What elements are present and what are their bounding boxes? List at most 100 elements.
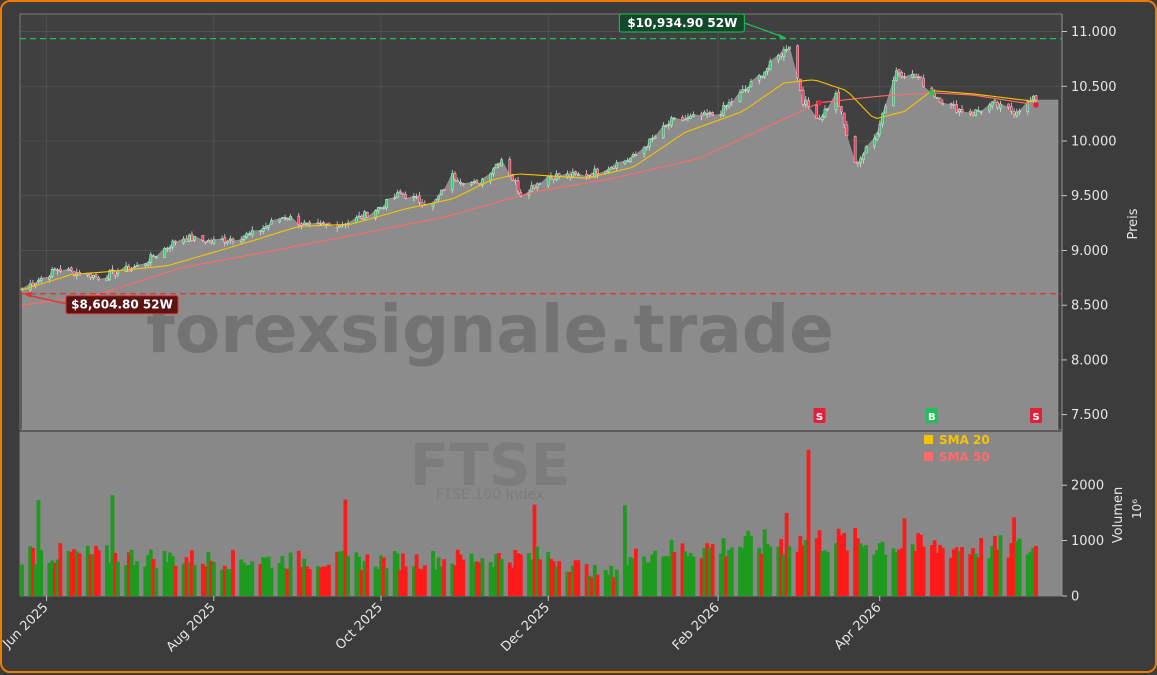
candle-body	[508, 159, 512, 176]
candle-body	[440, 189, 443, 195]
candle-body	[546, 175, 550, 186]
signal-badge	[1030, 408, 1042, 423]
candle-body	[146, 262, 150, 266]
volume-bar	[762, 529, 767, 596]
candle-body	[97, 277, 101, 280]
candle-body	[859, 158, 862, 164]
volume-bar	[776, 546, 781, 596]
candle-body	[703, 111, 706, 116]
candle-body	[881, 113, 884, 125]
legend-swatch	[924, 435, 933, 444]
volume-bar	[1017, 538, 1022, 596]
candle-body	[571, 171, 575, 178]
candle-body	[116, 271, 120, 275]
volume-bar	[606, 574, 611, 596]
candle-body	[135, 265, 139, 267]
candle-body	[461, 183, 465, 185]
volume-bar	[529, 559, 534, 596]
candle-body	[67, 268, 70, 271]
candle-body	[664, 124, 668, 127]
candle-body	[492, 168, 495, 175]
volume-bar	[875, 550, 879, 596]
candle-body	[782, 48, 786, 57]
volume-bar	[154, 567, 159, 596]
volume-bar	[935, 552, 940, 596]
candle-body	[763, 71, 766, 78]
candle-body	[727, 102, 731, 107]
volume-bar	[1012, 517, 1016, 596]
volume-bar	[623, 505, 627, 596]
candle-body	[864, 146, 868, 154]
volume-bar	[883, 554, 888, 596]
volume-bar	[458, 554, 463, 596]
signal-label: S	[816, 412, 823, 423]
volume-bar	[705, 543, 710, 596]
candle-body	[89, 273, 92, 279]
volume-bar	[488, 562, 493, 596]
candle-body	[59, 268, 62, 272]
volume-bar	[557, 561, 562, 596]
volume-bar	[880, 541, 885, 596]
candle-body	[379, 206, 383, 209]
volume-bar	[998, 535, 1003, 596]
volume-bar	[307, 568, 312, 596]
volume-bar	[568, 571, 573, 596]
volume-tick-label: 1000	[1071, 534, 1104, 549]
volume-bar	[584, 564, 589, 596]
volume-bar	[570, 565, 575, 596]
high-52w-label-box	[618, 13, 745, 33]
volume-bar	[795, 551, 800, 596]
candle-body	[297, 215, 301, 226]
candle-body	[936, 97, 939, 99]
candle-body	[207, 239, 210, 243]
volume-bar	[91, 554, 96, 596]
volume-bar	[979, 537, 984, 596]
candle-body	[185, 238, 188, 242]
candle-body	[50, 269, 54, 277]
candle-body	[382, 207, 386, 210]
volume-bar	[143, 566, 148, 596]
candle-body	[653, 136, 657, 139]
signal-marker	[816, 99, 823, 106]
candle-body	[478, 182, 481, 185]
volume-bar	[1028, 551, 1033, 596]
volume-bar	[549, 558, 553, 596]
volume-bar	[231, 550, 235, 596]
volume-bar	[491, 566, 496, 596]
volume-bar	[855, 538, 860, 596]
volume-bar	[365, 554, 370, 596]
volume-bar	[258, 563, 263, 596]
volume-bar	[897, 549, 901, 596]
candle-body	[239, 239, 243, 243]
candle-body	[799, 78, 802, 91]
candle-body	[738, 92, 742, 102]
volume-bar	[507, 562, 512, 596]
candle-body	[609, 166, 613, 170]
candle-body	[56, 269, 59, 272]
volume-bar	[20, 564, 24, 596]
candle-body	[607, 168, 610, 172]
volume-bar	[532, 504, 537, 596]
volume-bar	[381, 557, 386, 596]
candle-body	[363, 211, 366, 220]
volume-bar	[244, 565, 249, 596]
volume-bar	[422, 565, 427, 596]
volume-bar	[951, 549, 956, 596]
volume-bar	[861, 546, 866, 596]
candle-body	[530, 185, 534, 192]
candle-body	[513, 179, 517, 182]
volume-bar	[628, 557, 633, 596]
volume-bar	[450, 563, 455, 596]
candle-body	[999, 103, 1002, 109]
volume-bar	[33, 564, 38, 596]
volume-bar	[39, 550, 44, 596]
volume-bar	[538, 559, 542, 596]
volume-bar	[718, 553, 723, 596]
volume-bar	[228, 569, 233, 596]
candle-body	[749, 81, 753, 87]
candle-body	[415, 196, 418, 198]
volume-bar	[357, 556, 361, 596]
candle-body	[53, 268, 57, 271]
candle-body	[1031, 96, 1035, 101]
